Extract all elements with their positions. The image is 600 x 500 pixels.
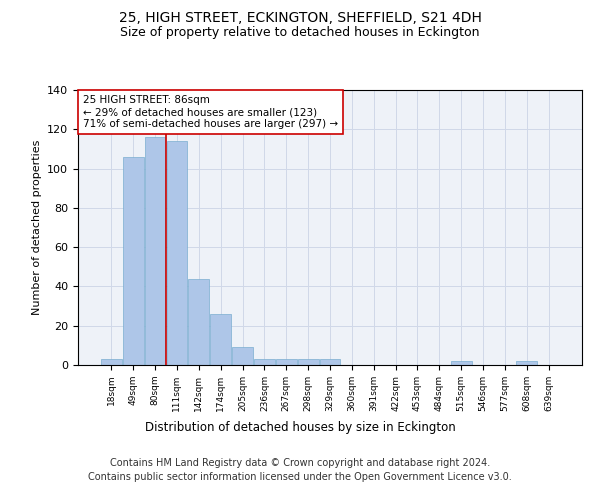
Y-axis label: Number of detached properties: Number of detached properties <box>32 140 41 315</box>
Bar <box>210 314 231 365</box>
Bar <box>254 359 275 365</box>
Bar <box>517 361 537 365</box>
Bar <box>232 348 253 365</box>
Bar <box>167 141 187 365</box>
Bar <box>276 359 296 365</box>
Text: Size of property relative to detached houses in Eckington: Size of property relative to detached ho… <box>120 26 480 39</box>
Bar <box>188 278 209 365</box>
Text: Distribution of detached houses by size in Eckington: Distribution of detached houses by size … <box>145 421 455 434</box>
Bar <box>451 361 472 365</box>
Text: Contains HM Land Registry data © Crown copyright and database right 2024.: Contains HM Land Registry data © Crown c… <box>110 458 490 468</box>
Text: 25 HIGH STREET: 86sqm
← 29% of detached houses are smaller (123)
71% of semi-det: 25 HIGH STREET: 86sqm ← 29% of detached … <box>83 96 338 128</box>
Bar <box>101 359 122 365</box>
Bar <box>123 157 143 365</box>
Bar <box>320 359 340 365</box>
Text: Contains public sector information licensed under the Open Government Licence v3: Contains public sector information licen… <box>88 472 512 482</box>
Bar <box>145 137 166 365</box>
Text: 25, HIGH STREET, ECKINGTON, SHEFFIELD, S21 4DH: 25, HIGH STREET, ECKINGTON, SHEFFIELD, S… <box>119 10 481 24</box>
Bar <box>298 359 319 365</box>
